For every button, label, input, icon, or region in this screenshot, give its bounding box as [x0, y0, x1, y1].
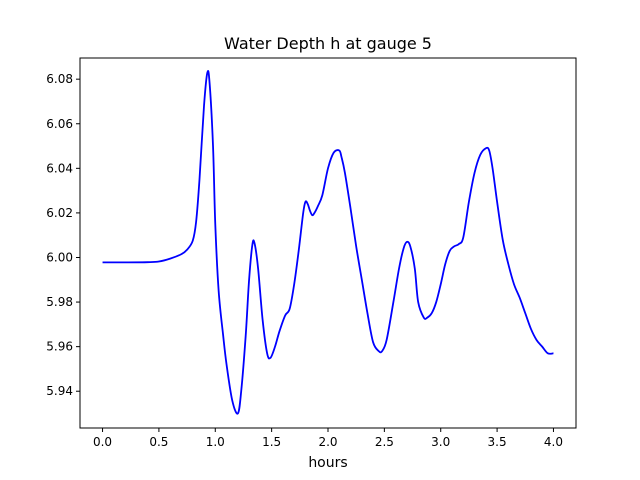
x-axis-label: hours [308, 455, 347, 471]
x-tick-label: 1.5 [262, 435, 281, 449]
y-tick-label: 6.08 [46, 72, 73, 86]
x-tick-label: 1.0 [206, 435, 225, 449]
y-axis: 5.94 5.96 5.98 6.00 6.02 6.04 6.06 6.08 [46, 72, 80, 398]
x-axis: 0.0 0.5 1.0 1.5 2.0 2.5 3.0 3.5 4.0 [93, 428, 563, 449]
y-tick-label: 6.04 [46, 161, 73, 175]
x-tick-label: 0.0 [93, 435, 112, 449]
plot-area: 0.0 0.5 1.0 1.5 2.0 2.5 3.0 3.5 4.0 5.94 5.96 5.98… [46, 57, 577, 449]
x-tick-label: 0.5 [149, 435, 168, 449]
y-tick-label: 5.96 [46, 340, 73, 354]
chart-title: Water Depth h at gauge 5 [224, 34, 432, 53]
y-tick-label: 6.02 [46, 206, 73, 220]
x-tick-label: 2.5 [375, 435, 394, 449]
y-tick-label: 5.98 [46, 295, 73, 309]
series-layer [102, 70, 554, 415]
y-tick-label: 5.94 [46, 384, 73, 398]
x-tick-label: 2.0 [318, 435, 337, 449]
y-tick-label: 6.00 [46, 250, 73, 264]
plot-background [80, 58, 576, 428]
x-tick-label: 3.5 [488, 435, 507, 449]
x-tick-label: 3.0 [431, 435, 450, 449]
series-line-0 [102, 70, 554, 415]
x-tick-label: 4.0 [544, 435, 563, 449]
y-tick-label: 6.06 [46, 117, 73, 131]
